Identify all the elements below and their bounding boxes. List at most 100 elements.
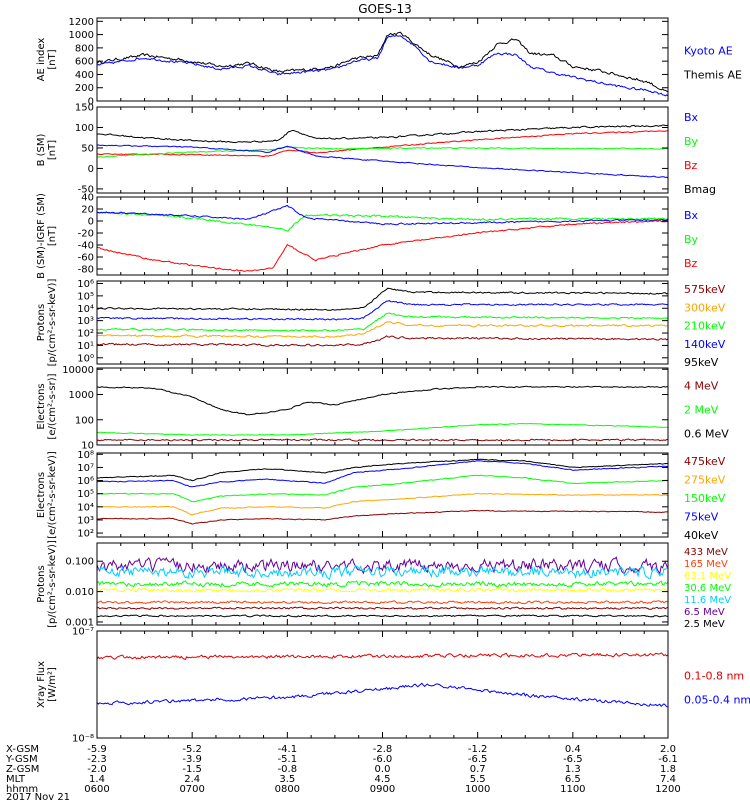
x-axis-value: -6.1: [658, 754, 678, 765]
x-axis-value: 0.7: [470, 764, 486, 775]
series-line-protons_low-4: [97, 335, 668, 347]
y-tick-label: 10000: [62, 365, 94, 376]
series-group: [97, 652, 668, 708]
legend-label: 0.6 MeV: [684, 428, 729, 441]
y-tick-label: 0: [88, 97, 94, 108]
x-axis-row-label: X-GSM: [6, 744, 39, 755]
series-line-bsm-0: [97, 124, 668, 144]
legend-label: 11.6 MeV: [684, 595, 731, 606]
y-tick-label: 0: [88, 164, 94, 175]
x-axis-value: 0800: [275, 784, 300, 795]
x-axis-value: 1100: [560, 784, 585, 795]
x-axis-value: 1000: [465, 784, 490, 795]
y-tick-label: 20: [81, 205, 94, 216]
y-tick-label: -40: [78, 241, 94, 252]
legend-label: By: [684, 135, 699, 148]
y-tick-label: 40: [81, 193, 94, 204]
series-line-electrons_low-4: [97, 509, 668, 525]
y-tick-label: 600: [75, 57, 94, 68]
legend-label: 475keV: [684, 455, 726, 468]
legend-label: Kyoto AE: [684, 45, 733, 58]
legend-label: By: [684, 233, 699, 246]
panel-bsm: 150 100 50 0 -50 B (SM)[nT] Bx By Bz Bmag: [36, 103, 716, 197]
y-tick-label: 10²: [77, 529, 94, 540]
y-tick-label: 800: [75, 43, 94, 54]
y-tick-label: -50: [78, 184, 94, 195]
series-line-bigrf-2: [97, 220, 668, 272]
x-axis-table: X-GSM -5.9 -5.2 -4.1 -2.8 -1.2 0.4 2.0 Y-GSM -2.3…: [5, 744, 681, 800]
series-line-electrons_high-0: [97, 385, 668, 416]
y-tick-label: 10⁸: [77, 450, 94, 461]
x-axis-value: -5.9: [87, 744, 107, 755]
y-tick-label: 10⁷: [77, 463, 94, 474]
y-tick-label: 0: [88, 217, 94, 228]
chart-title: GOES-13: [358, 2, 412, 16]
series-line-protons_low-2: [97, 312, 668, 332]
legend-label: 40keV: [684, 529, 719, 542]
legend-label: 0.1-0.8 nm: [684, 670, 744, 683]
series-line-bsm-2: [97, 146, 668, 158]
date-label: 2017 Nov 21: [6, 792, 70, 800]
y-axis-label: Electrons[e/(cm²-s-sr)]: [36, 373, 58, 439]
legend-label: Themis AE: [683, 69, 742, 82]
x-axis-row-label: Y-GSM: [5, 754, 38, 765]
x-axis-value: -5.2: [182, 744, 202, 755]
y-tick-label: 10⁶: [77, 279, 94, 290]
panel-frame: [96, 630, 669, 739]
legend-label: 150keV: [684, 492, 726, 505]
series-line-electrons_low-0: [97, 458, 668, 482]
y-tick-label: 10⁴: [77, 304, 94, 315]
series-line-ae-0: [97, 31, 668, 93]
y-tick-label: 10⁴: [77, 502, 94, 513]
x-axis-value: -1.2: [468, 744, 488, 755]
x-axis-value: 7.4: [660, 774, 676, 785]
y-tick-label: 100: [75, 415, 94, 426]
x-axis-value: -2.3: [87, 754, 107, 765]
y-axis-label: B (SM)[nT]: [36, 133, 58, 166]
series-group: [97, 31, 668, 97]
y-tick-label: 50: [81, 143, 94, 154]
series-line-electrons_low-2: [97, 474, 668, 503]
y-tick-label: 200: [75, 83, 94, 94]
x-axis-value: 1200: [655, 784, 680, 795]
legend-label: 4 MeV: [684, 380, 719, 393]
x-axis-value: 1.8: [660, 764, 676, 775]
legend-label: 0.05-0.4 nm: [684, 694, 750, 707]
panel-frame: [96, 106, 669, 194]
x-axis-value: 4.5: [375, 774, 391, 785]
y-tick-label: 400: [75, 70, 94, 81]
series-group: [97, 556, 668, 618]
legend-label: 2 MeV: [684, 404, 719, 417]
series-line-bigrf-1: [97, 204, 668, 226]
legend-label: 2.5 MeV: [684, 619, 725, 630]
legend-label: 6.5 MeV: [684, 607, 725, 618]
x-axis-value: 1.4: [89, 774, 105, 785]
y-tick-label: 0.100: [65, 557, 94, 568]
legend-label: 63.1 MeV: [684, 571, 731, 582]
legend-label: 165 MeV: [684, 559, 728, 570]
series-group: [97, 385, 668, 442]
x-axis-value: 0.4: [565, 744, 581, 755]
panel-electrons_high: 10000 1000 100 10 Electrons[e/(cm²-s-sr)] 4 M…: [36, 365, 729, 452]
series-line-protons_low-3: [97, 321, 668, 339]
legend-label: Bx: [684, 209, 699, 222]
panel-xray: 10⁻⁷ 10⁻⁸ Xray Flux[W/m²] 0.1-0.8 nm 0.05-0.…: [36, 627, 750, 745]
legend-label: 140keV: [684, 338, 726, 351]
series-group: [97, 124, 668, 179]
x-axis-value: -3.9: [182, 754, 202, 765]
y-tick-label: 10³: [77, 316, 94, 327]
series-line-protons_high-5: [97, 606, 668, 610]
x-axis-value: -0.8: [278, 764, 298, 775]
legend-label: 433 MeV: [684, 547, 728, 558]
y-tick-label: 10⁻⁸: [72, 734, 94, 745]
series-line-electrons_low-1: [97, 460, 668, 488]
y-tick-label: 1200: [69, 17, 94, 28]
x-axis-value: 0900: [370, 784, 395, 795]
series-line-protons_low-1: [97, 300, 668, 321]
legend-label: 95keV: [684, 356, 719, 369]
legend-label: Bx: [684, 111, 699, 124]
series-line-protons_low-0: [97, 287, 668, 311]
series-line-protons_high-3: [97, 587, 668, 593]
series-line-protons_high-0: [97, 556, 668, 575]
